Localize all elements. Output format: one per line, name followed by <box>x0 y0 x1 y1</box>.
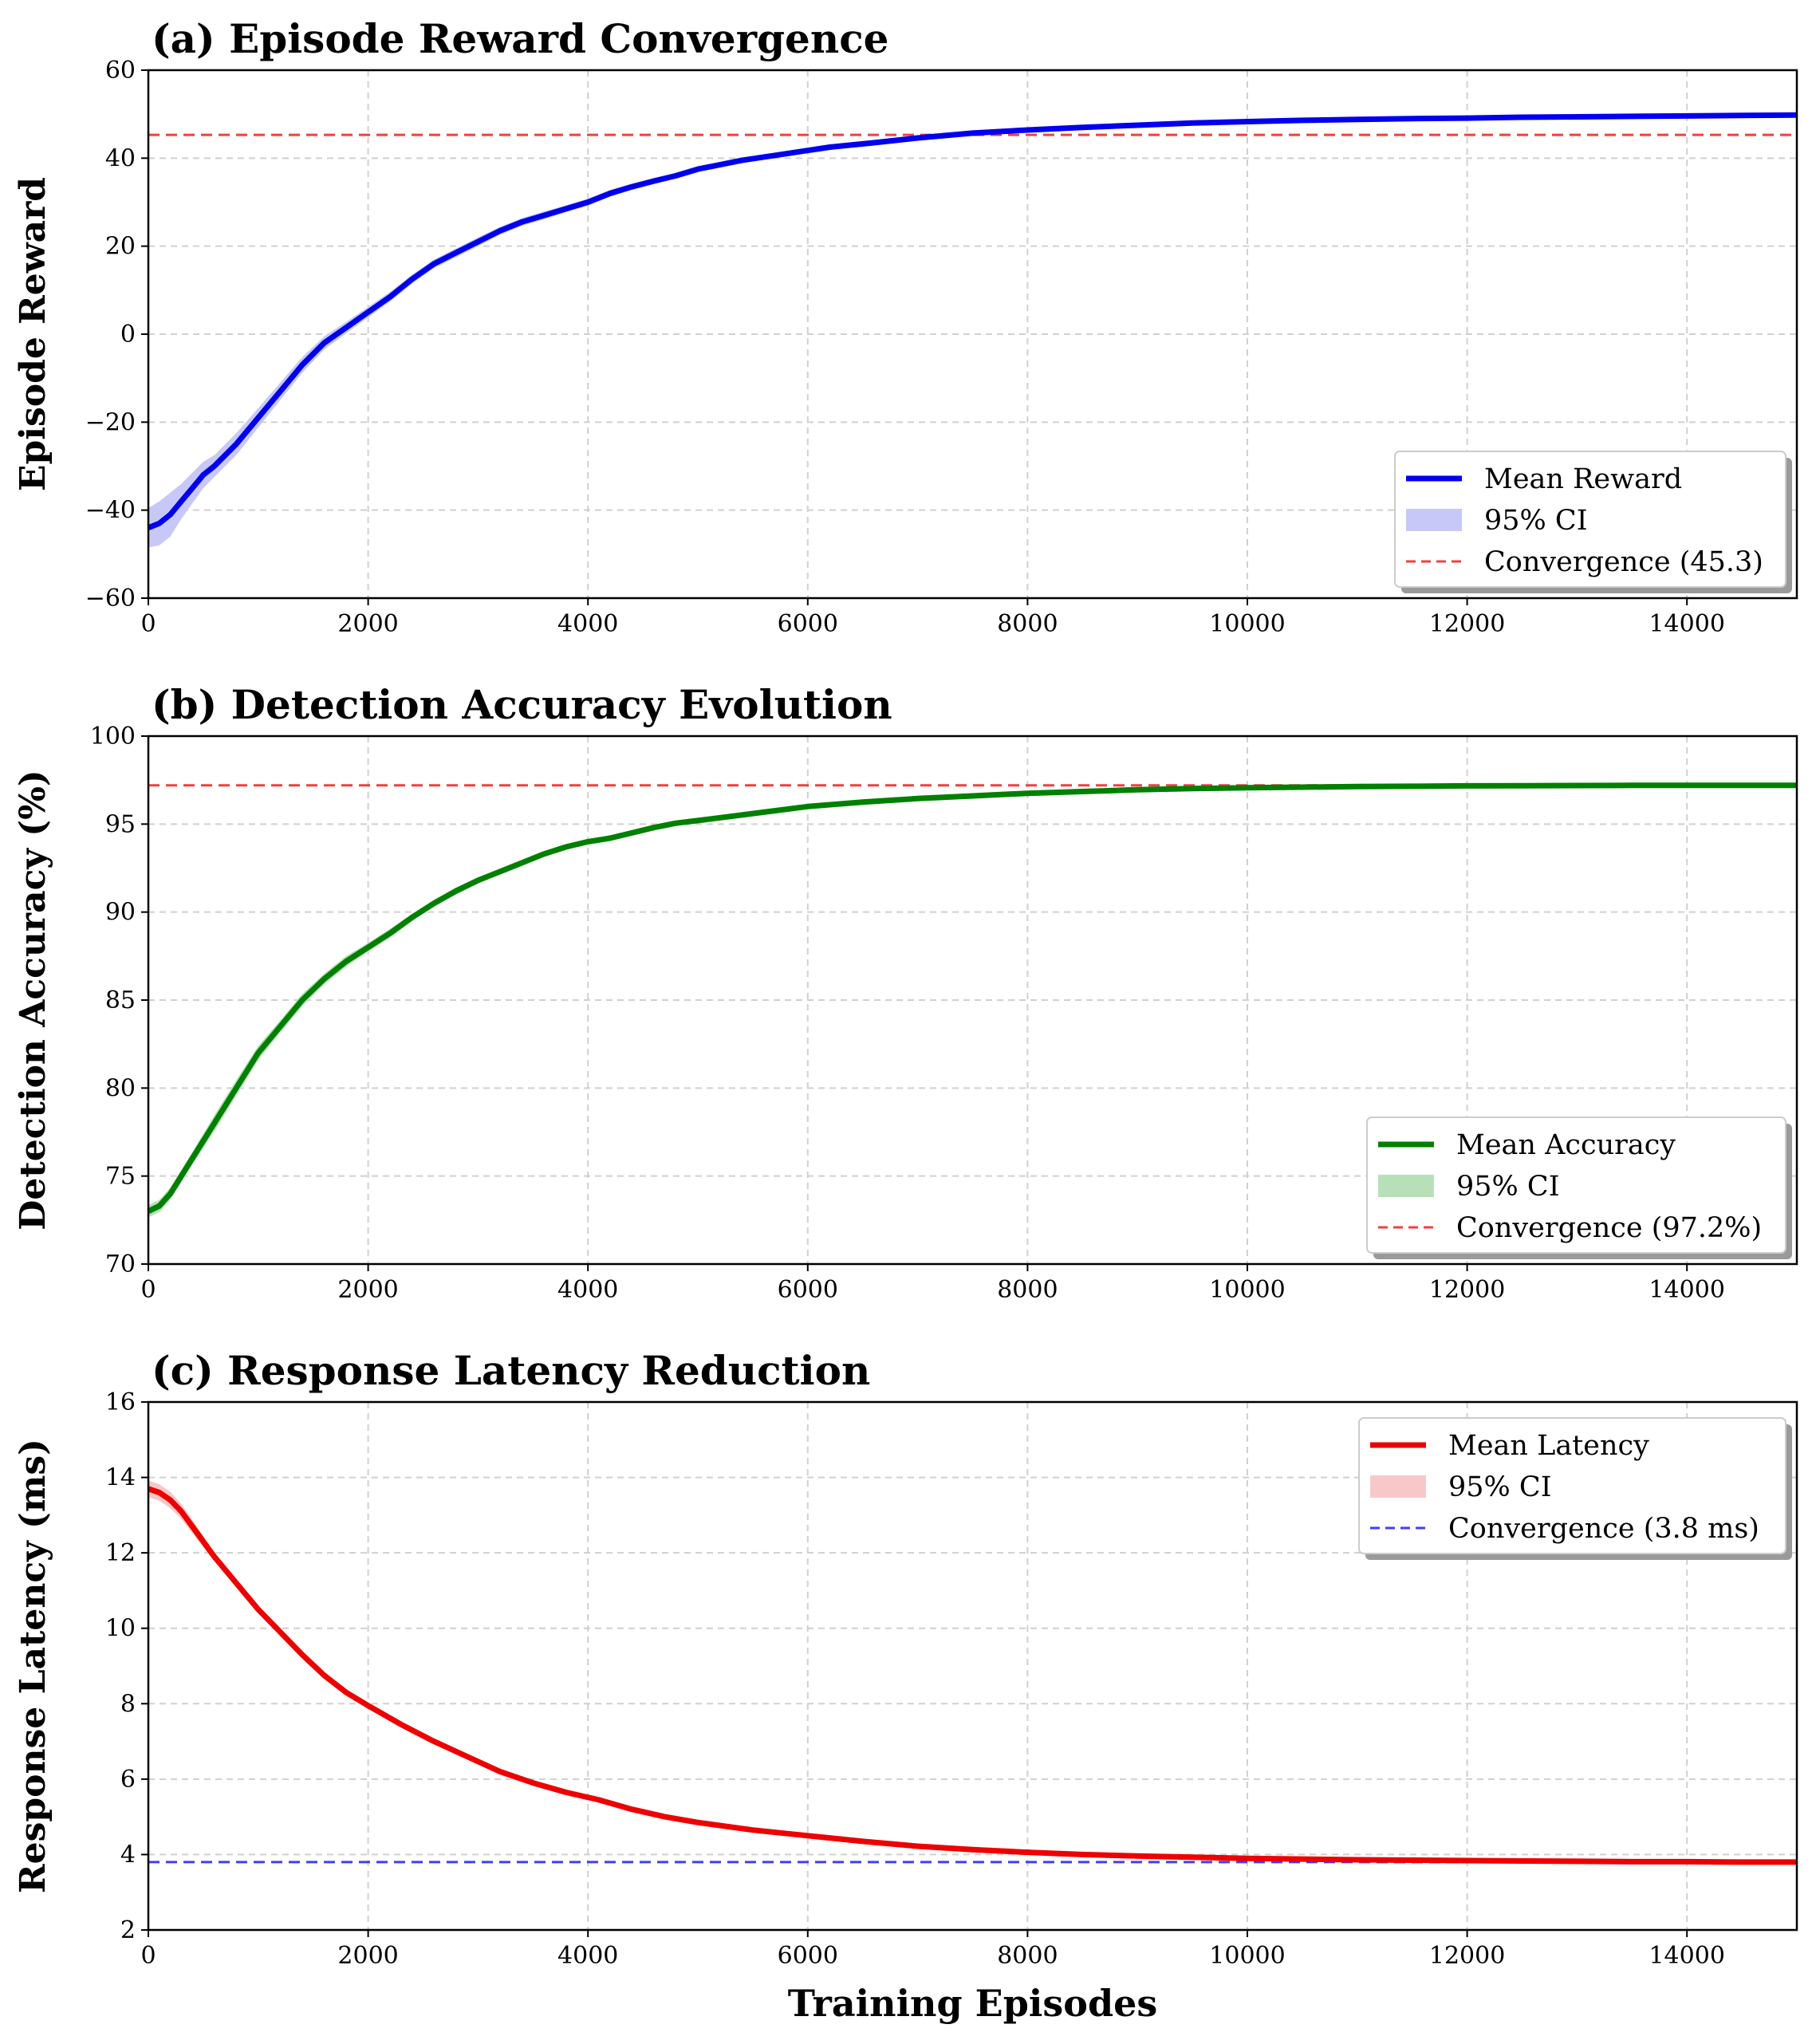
legend-ci-swatch <box>1370 1475 1426 1498</box>
panel-3: (c) Response Latency Reduction 0 2000 4000 6… <box>13 1347 1798 2025</box>
x-tick-label: 6000 <box>778 1276 838 1304</box>
y-tick-label: 6 <box>120 1766 136 1794</box>
x-tick-label: 14000 <box>1649 1276 1724 1304</box>
y-tick-label: 75 <box>105 1163 136 1191</box>
x-tick-label: 10000 <box>1209 1942 1285 1970</box>
x-tick-label: 0 <box>140 1276 156 1304</box>
y-tick-label: 16 <box>105 1388 136 1416</box>
chart-title: (b) Detection Accuracy Evolution <box>152 681 892 728</box>
legend-ci-swatch <box>1378 1175 1434 1197</box>
x-tick-label: 4000 <box>557 1942 618 1970</box>
panel-1: (a) Episode Reward Convergence 0 2000 4000 6… <box>13 15 1798 638</box>
y-tick-label: 40 <box>105 144 136 172</box>
y-tick-label: 90 <box>105 899 136 927</box>
legend-label-ci: 95% CI <box>1484 505 1588 537</box>
x-tick-label: 10000 <box>1209 1276 1285 1304</box>
y-tick-label: 4 <box>120 1841 136 1869</box>
x-tick-label: 8000 <box>997 1276 1058 1304</box>
legend-label-ci: 95% CI <box>1456 1171 1560 1203</box>
y-tick-label: −20 <box>85 408 136 436</box>
y-tick-label: 8 <box>120 1690 136 1718</box>
x-tick-label: 4000 <box>557 610 618 638</box>
y-axis-label: Detection Accuracy (%) <box>13 770 53 1230</box>
panel-2: (b) Detection Accuracy Evolution 0 2000 400… <box>13 681 1798 1304</box>
x-tick-label: 2000 <box>337 1942 398 1970</box>
y-tick-label: 20 <box>105 233 136 261</box>
legend-label-mean: Mean Latency <box>1448 1430 1649 1462</box>
y-tick-label: 12 <box>105 1539 136 1567</box>
x-tick-label: 8000 <box>997 1942 1058 1970</box>
legend-label-ci: 95% CI <box>1448 1471 1552 1503</box>
legend-box <box>1366 1117 1786 1254</box>
y-tick-label: 80 <box>105 1074 136 1102</box>
y-tick-label: 2 <box>120 1916 136 1944</box>
x-tick-label: 0 <box>140 1942 156 1970</box>
x-tick-label: 0 <box>140 610 156 638</box>
y-tick-label: −60 <box>85 585 136 612</box>
axes-frame <box>147 1400 1798 1932</box>
chart-title: (c) Response Latency Reduction <box>152 1347 870 1394</box>
x-tick-label: 2000 <box>337 1276 398 1304</box>
legend-label-mean: Mean Accuracy <box>1456 1129 1676 1161</box>
x-tick-label: 10000 <box>1209 610 1285 638</box>
x-tick-label: 14000 <box>1649 610 1724 638</box>
x-tick-label: 14000 <box>1649 1942 1724 1970</box>
y-tick-label: 60 <box>105 57 136 85</box>
x-tick-label: 12000 <box>1429 610 1505 638</box>
x-tick-label: 2000 <box>337 610 398 638</box>
legend-label-conv: Convergence (97.2%) <box>1456 1212 1762 1244</box>
legend-box <box>1394 451 1786 588</box>
x-tick-label: 12000 <box>1429 1276 1505 1304</box>
legend-label-conv: Convergence (3.8 ms) <box>1448 1513 1759 1545</box>
legend-ci-swatch <box>1406 509 1462 531</box>
chart-title: (a) Episode Reward Convergence <box>152 15 888 62</box>
y-tick-label: 70 <box>105 1250 136 1278</box>
y-axis-label: Response Latency (ms) <box>13 1439 53 1893</box>
y-axis-label: Episode Reward <box>13 177 53 491</box>
y-tick-label: 0 <box>120 321 136 349</box>
x-axis-label: Training Episodes <box>788 1982 1158 2025</box>
y-tick-label: 100 <box>90 723 136 750</box>
x-tick-label: 4000 <box>557 1276 618 1304</box>
y-tick-label: 10 <box>105 1615 136 1643</box>
legend-box <box>1358 1417 1786 1554</box>
y-tick-label: −40 <box>85 497 136 525</box>
x-tick-label: 6000 <box>778 1942 838 1970</box>
x-tick-label: 12000 <box>1429 1942 1505 1970</box>
x-tick-label: 8000 <box>997 610 1058 638</box>
mean-line <box>147 1486 1797 1865</box>
legend: Mean Latency 95% CI Convergence (3.8 ms) <box>1358 1417 1792 1560</box>
y-tick-label: 14 <box>105 1464 136 1492</box>
legend-label-conv: Convergence (45.3) <box>1484 546 1763 578</box>
legend: Mean Accuracy 95% CI Convergence (97.2%) <box>1366 1117 1792 1259</box>
legend: Mean Reward 95% CI Convergence (45.3) <box>1394 451 1792 593</box>
y-tick-label: 85 <box>105 987 136 1014</box>
mean-line <box>147 782 1797 1214</box>
y-tick-label: 95 <box>105 810 136 838</box>
legend-label-mean: Mean Reward <box>1484 463 1682 495</box>
x-tick-label: 6000 <box>778 610 838 638</box>
mean-line <box>147 112 1798 530</box>
